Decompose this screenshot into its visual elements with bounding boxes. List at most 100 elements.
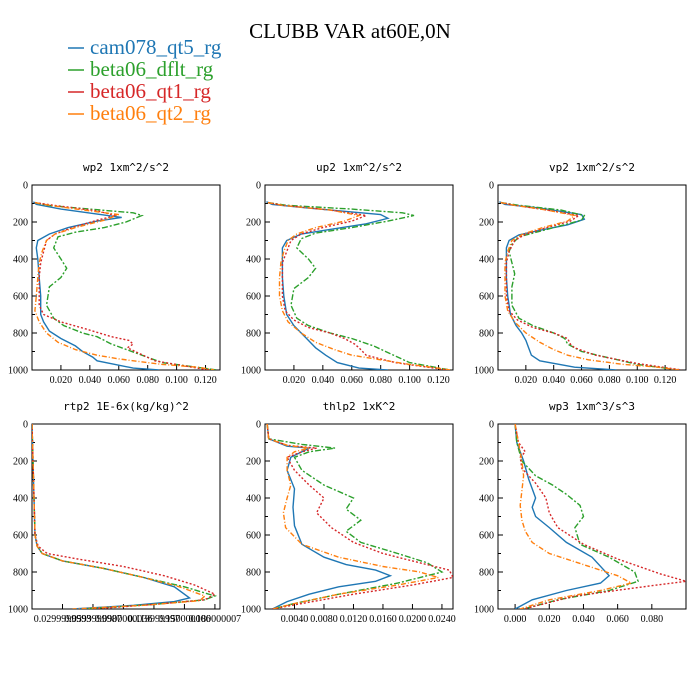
series-line-beta06_qt1_rg: [34, 201, 209, 370]
x-tick-label: 0.040: [79, 375, 102, 386]
y-tick-label: 200: [479, 218, 494, 229]
y-tick-label: 200: [13, 457, 28, 468]
x-tick-label: 0.100: [165, 375, 188, 386]
x-tick-label: 0.060: [108, 375, 131, 386]
y-tick-label: 800: [13, 329, 28, 340]
series-line-beta06_dflt_rg: [34, 201, 218, 370]
y-tick-label: 800: [246, 568, 261, 579]
series-line-beta06_qt1_rg: [267, 201, 448, 370]
legend-label-cam078_qt5_rg: cam078_qt5_rg: [90, 35, 222, 59]
panel-title: wp3 1xm^3/s^3: [549, 400, 635, 413]
series-line-beta06_qt1_rg: [32, 424, 217, 609]
y-tick-label: 800: [13, 568, 28, 579]
y-tick-label: 0: [23, 420, 28, 431]
legend-label-beta06_qt1_rg: beta06_qt1_rg: [90, 79, 211, 103]
series-line-beta06_qt2_rg: [514, 424, 634, 609]
x-tick-label: 0.080: [641, 614, 664, 625]
x-tick-label: 0.020: [283, 375, 306, 386]
x-tick-label: 0.080: [136, 375, 159, 386]
series-line-beta06_dflt_rg: [514, 424, 640, 609]
y-tick-label: 200: [13, 218, 28, 229]
x-tick-label: 0.080: [598, 375, 621, 386]
x-tick-label: 0.080: [369, 375, 392, 386]
x-tick-label: 0.120: [654, 375, 677, 386]
series-line-beta06_qt1_rg: [514, 424, 686, 609]
y-tick-label: 0: [256, 420, 261, 431]
x-tick-label: 0.040: [572, 614, 595, 625]
y-tick-label: 0: [256, 181, 261, 192]
series-line-beta06_qt2_rg: [500, 201, 680, 370]
panel-title: up2 1xm^2/s^2: [316, 161, 402, 174]
series-line-beta06_dflt_rg: [267, 201, 451, 370]
x-tick-label: 0.000: [504, 614, 527, 625]
x-tick-label: 0.0160: [369, 614, 397, 625]
panel-5: thlp2 1xK^2 0 200 400 600 800 1000 0.0040 0.0080…: [241, 400, 456, 625]
series-line-beta06_dflt_rg: [266, 424, 444, 609]
plot-frame: [31, 423, 221, 610]
series-line-beta06_qt2_rg: [267, 201, 451, 370]
x-tick-label: 0.100: [626, 375, 649, 386]
y-tick-label: 1000: [8, 366, 28, 377]
y-tick-label: 400: [13, 255, 28, 266]
panel-1: wp2 1xm^2/s^2 0 200 400 600 800 1000 0.020 0.040…: [8, 161, 221, 386]
series-line-beta06_qt2_rg: [266, 424, 439, 609]
y-tick-label: 200: [479, 457, 494, 468]
y-tick-label: 800: [479, 568, 494, 579]
y-tick-label: 600: [246, 292, 261, 303]
series-line-beta06_dflt_rg: [32, 424, 218, 609]
y-tick-label: 0: [23, 181, 28, 192]
x-tick-label: 0.060: [606, 614, 629, 625]
y-tick-label: 400: [479, 494, 494, 505]
y-tick-label: 400: [13, 494, 28, 505]
y-tick-label: 0: [489, 181, 494, 192]
panel-title: vp2 1xm^2/s^2: [549, 161, 635, 174]
x-tick-label: 0.0599999987: [64, 614, 122, 625]
x-tick-label: 0.060: [570, 375, 593, 386]
y-tick-label: 800: [479, 329, 494, 340]
x-tick-label: 0.020: [538, 614, 561, 625]
series-line-cam078_qt5_rg: [266, 424, 393, 609]
y-tick-label: 400: [246, 255, 261, 266]
panel-6: wp3 1xm^3/s^3 0 200 400 600 800 1000 0.000 0.020…: [474, 400, 687, 625]
y-tick-label: 400: [246, 494, 261, 505]
x-tick-label: 0.020: [50, 375, 73, 386]
y-tick-label: 200: [246, 457, 261, 468]
panel-4: rtp2 1E-6x(kg/kg)^2 0 200 400 600 800 1000 0.02…: [8, 400, 241, 625]
panel-3: vp2 1xm^2/s^2 0 200 400 600 800 1000 0.020 0.040…: [474, 161, 687, 386]
series-line-cam078_qt5_rg: [514, 424, 611, 609]
series-line-beta06_qt2_rg: [34, 201, 215, 370]
y-tick-label: 1000: [241, 366, 261, 377]
legend-label-beta06_dflt_rg: beta06_dflt_rg: [90, 57, 214, 81]
x-tick-label: 0.040: [542, 375, 565, 386]
series-line-beta06_qt1_rg: [266, 424, 453, 609]
x-tick-label: 0.020: [515, 375, 538, 386]
y-tick-label: 600: [13, 292, 28, 303]
x-tick-label: 0.0080: [310, 614, 338, 625]
x-tick-label: 0.100: [398, 375, 421, 386]
panel-title: wp2 1xm^2/s^2: [83, 161, 169, 174]
y-tick-label: 200: [246, 218, 261, 229]
series-line-beta06_qt1_rg: [500, 201, 682, 370]
series-line-cam078_qt5_rg: [499, 201, 617, 370]
x-tick-label: 0.120: [427, 375, 450, 386]
legend: cam078_qt5_rgbeta06_dflt_rgbeta06_qt1_rg…: [68, 35, 222, 125]
x-tick-label: 0.0240: [428, 614, 456, 625]
y-tick-label: 1000: [8, 605, 28, 616]
y-tick-label: 600: [13, 531, 28, 542]
series-line-beta06_dflt_rg: [500, 201, 680, 370]
y-tick-label: 800: [246, 329, 261, 340]
series-line-beta06_qt2_rg: [32, 424, 207, 609]
plot-frame: [497, 423, 687, 610]
y-tick-label: 0: [489, 420, 494, 431]
x-tick-label: 0.0120: [340, 614, 368, 625]
y-tick-label: 600: [246, 531, 261, 542]
x-tick-label: 0.0299999993: [34, 614, 92, 625]
figure-title: CLUBB VAR at60E,0N: [249, 19, 451, 43]
series-line-cam078_qt5_rg: [266, 201, 390, 370]
x-tick-label: 0.0040: [281, 614, 309, 625]
series-line-cam078_qt5_rg: [32, 201, 160, 370]
y-tick-label: 1000: [474, 605, 494, 616]
x-tick-label: 0.180000007: [189, 614, 242, 625]
panels: wp2 1xm^2/s^2 0 200 400 600 800 1000 0.020 0.040…: [8, 161, 687, 625]
